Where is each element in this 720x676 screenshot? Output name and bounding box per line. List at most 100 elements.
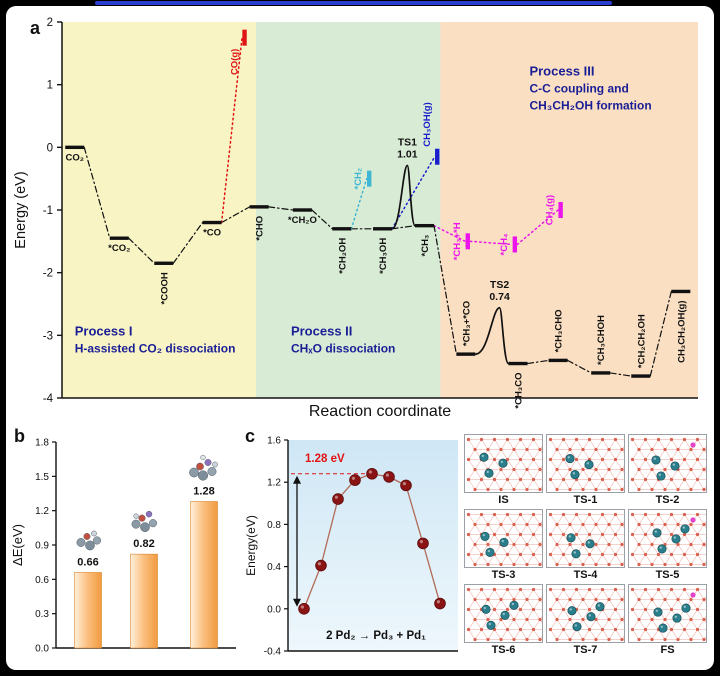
lattice-atom: [594, 597, 598, 602]
lattice-atom: [607, 562, 611, 567]
lattice-bond: [539, 445, 542, 450]
lattice-bond: [474, 589, 482, 600]
lattice-bond: [494, 514, 502, 525]
lattice-atom: [682, 587, 687, 592]
lattice-bond: [582, 609, 590, 620]
pd-atom: [585, 539, 595, 549]
lattice-atom: [607, 487, 611, 492]
lattice-bond: [526, 469, 534, 480]
atom: [196, 462, 204, 471]
lattice-atom: [607, 522, 611, 527]
energy-level: [109, 236, 129, 240]
reaction-equation: 2 Pd₂ → Pd₃ + Pd₁: [326, 630, 426, 642]
lattice-atom: [600, 587, 605, 592]
lattice-bond: [615, 524, 623, 535]
lattice-bond: [595, 459, 603, 470]
atom: [91, 530, 97, 537]
adsorbate-atom: [690, 592, 696, 598]
lattice-bond: [697, 459, 705, 470]
pd-atom-highlight: [683, 605, 686, 608]
lattice-bond: [563, 629, 571, 640]
lattice-atom: [581, 522, 585, 527]
lattice-bond: [638, 449, 646, 460]
lattice-atom: [581, 617, 585, 622]
lattice-bond: [684, 514, 692, 525]
lattice-atom: [613, 587, 618, 592]
lattice-bond: [664, 459, 672, 470]
lattice-atom: [555, 522, 559, 527]
lattice-bond: [602, 524, 610, 535]
lattice-atom: [594, 617, 598, 622]
lattice-atom: [600, 627, 605, 632]
cropped-text-artifact: [95, 1, 612, 5]
surface-lattice: [548, 437, 624, 492]
lattice-bond: [582, 439, 590, 450]
lattice-bond: [563, 514, 571, 525]
lattice-atom: [613, 437, 618, 442]
lattice-atom: [538, 617, 542, 622]
lattice-atom: [555, 467, 559, 472]
lattice-atom: [561, 457, 566, 462]
lattice-bond: [550, 589, 558, 600]
atom: [145, 510, 153, 518]
lattice-atom: [620, 597, 624, 602]
lattice-atom: [561, 437, 566, 442]
lattice-bond: [621, 540, 624, 545]
lattice-bond: [474, 459, 482, 470]
lattice-bond: [697, 524, 705, 535]
lattice-bond: [481, 439, 489, 450]
lattice-bond: [677, 629, 685, 640]
lattice-bond: [500, 524, 508, 535]
lattice-bond: [684, 449, 692, 460]
lattice-bond: [632, 629, 640, 640]
lattice-atom: [574, 587, 579, 592]
lattice-atom: [682, 512, 687, 517]
connector: [268, 206, 294, 211]
lattice-bond: [632, 479, 640, 490]
level-label: *CH₃CHO: [554, 309, 565, 352]
lattice-bond: [608, 534, 616, 545]
arrowhead-up: [293, 475, 301, 484]
lattice-atom: [682, 457, 687, 462]
lattice-bond: [608, 589, 616, 600]
lattice-bond: [671, 629, 679, 640]
lattice-bond: [632, 459, 640, 470]
lattice-atom: [702, 562, 706, 567]
lattice-bond: [671, 479, 679, 490]
lattice-bond: [576, 524, 584, 535]
pd-atom-highlight: [568, 535, 571, 538]
lattice-bond: [684, 439, 692, 450]
lattice-atom: [643, 477, 648, 482]
lattice-bond: [582, 479, 590, 490]
lattice-atom: [594, 447, 598, 452]
lattice-bond: [526, 514, 534, 525]
lattice-bond: [550, 439, 558, 450]
lattice-bond: [563, 599, 571, 610]
lattice-atom: [531, 587, 536, 592]
y-axis-title: ΔE(eV): [10, 524, 25, 566]
lattice-atom: [505, 552, 510, 557]
pd-atom: [480, 531, 490, 541]
lattice-bond: [703, 635, 706, 640]
lattice-atom: [689, 467, 693, 472]
lattice-bond: [474, 609, 482, 620]
lattice-bond: [520, 459, 528, 470]
energy-level: [242, 29, 247, 46]
lattice-bond: [602, 589, 610, 600]
ts-curve: [391, 164, 416, 230]
lattice-atom: [548, 607, 553, 612]
structure-label: TS-1: [573, 494, 598, 506]
process-title: Process III: [529, 63, 594, 78]
lattice-atom: [613, 457, 618, 462]
atom: [207, 467, 217, 476]
lattice-bond: [582, 589, 590, 600]
lattice-bond: [690, 534, 698, 545]
lattice-bond: [468, 619, 476, 630]
lattice-bond: [526, 609, 534, 620]
lattice-atom: [492, 437, 497, 442]
lattice-bond: [589, 599, 597, 610]
lattice-atom: [695, 532, 700, 537]
lattice-bond: [690, 629, 698, 640]
surface-lattice: [466, 587, 542, 642]
data-point: [366, 467, 378, 480]
